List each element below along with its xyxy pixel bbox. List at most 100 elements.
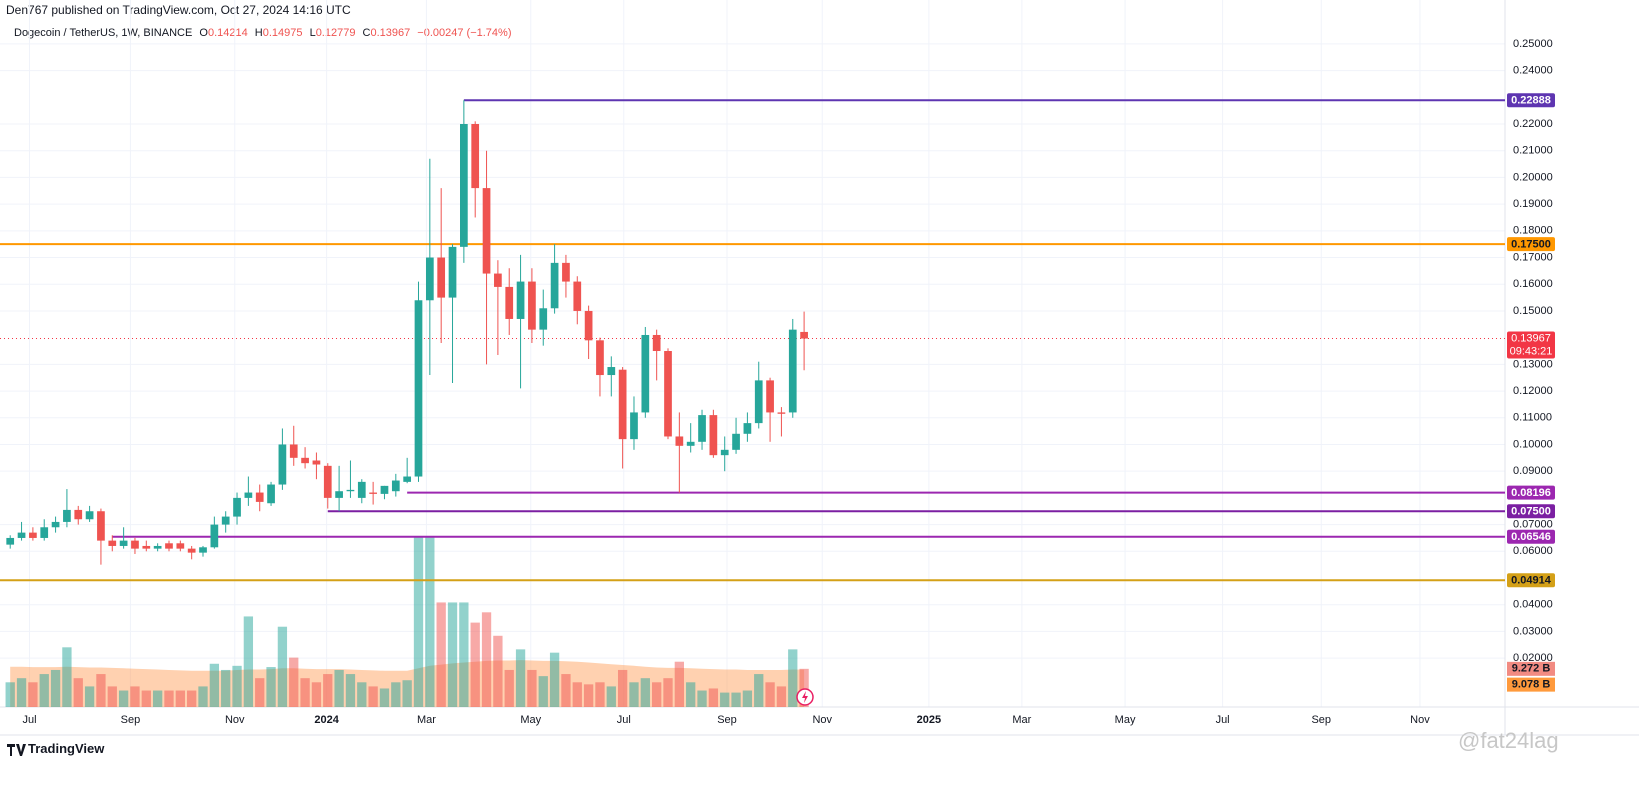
candle-body (448, 246, 457, 298)
volume-label: 9.078 B (1512, 679, 1551, 691)
volume-bar (606, 686, 616, 707)
volume-bar (447, 602, 458, 707)
candle-body (380, 485, 389, 494)
volume-bar (493, 635, 503, 707)
x-tick-label: May (1115, 714, 1136, 726)
y-tick-label: 0.22000 (1513, 118, 1553, 130)
candle-body (199, 547, 207, 553)
level-label-bg (1507, 237, 1555, 252)
candle-body (17, 532, 26, 538)
volume-bar (459, 602, 469, 707)
volume-bar (720, 692, 730, 707)
x-tick-label: Sep (121, 714, 141, 726)
y-tick-label: 0.21000 (1513, 145, 1553, 157)
candle-body (777, 412, 786, 414)
volume-bar (413, 536, 424, 707)
candle-body (301, 457, 309, 464)
level-label-bg (1507, 485, 1555, 500)
candle-body (403, 476, 412, 482)
candle-body (630, 412, 638, 440)
y-tick-label: 0.15000 (1513, 305, 1553, 317)
y-tick-label: 0.17000 (1513, 251, 1553, 263)
candle-body (539, 308, 548, 330)
level-label: 0.04914 (1511, 575, 1552, 587)
level-label: 0.17500 (1511, 239, 1551, 251)
volume-bar (243, 616, 254, 707)
y-tick-label: 0.20000 (1513, 171, 1553, 183)
volume-bar (652, 682, 662, 707)
candle-body (425, 257, 434, 301)
x-tick-label: 2025 (917, 714, 941, 726)
volume-bar (96, 674, 106, 707)
volume-bar (402, 680, 412, 707)
candle-body (187, 548, 196, 553)
flash-icon-bolt (802, 691, 808, 703)
y-tick-label: 0.13000 (1513, 358, 1553, 370)
candle-body (357, 481, 366, 498)
candle-body (675, 436, 684, 446)
volume-bar (436, 602, 446, 707)
candle-body (142, 545, 151, 549)
candle-body (596, 340, 604, 376)
volume-bar (345, 674, 356, 707)
volume-bar (731, 692, 741, 707)
last-price-bg (1507, 331, 1555, 359)
y-tick-label: 0.11000 (1513, 412, 1552, 424)
volume-bar (391, 682, 401, 707)
candle-body (482, 188, 491, 274)
candle-body (131, 540, 139, 549)
volume-bar (799, 668, 809, 707)
x-tick-label: Jul (617, 714, 631, 726)
volume-bar (141, 690, 151, 707)
candle-body (221, 516, 230, 525)
candle-body (369, 492, 377, 494)
candle-body (391, 480, 400, 492)
candle-body (732, 433, 740, 450)
y-tick-label: 0.25000 (1513, 38, 1553, 50)
candle-body (85, 511, 94, 520)
symbol-legend: Dogecoin / TetherUS, 1W, BINANCE O0.1421… (14, 27, 511, 39)
volume-bar (16, 678, 27, 707)
volume-bar (538, 676, 548, 707)
candle-body (6, 537, 15, 545)
watermark: @fat24lag (1458, 728, 1559, 753)
x-tick-label: Nov (1410, 714, 1430, 726)
volume-bar (515, 649, 526, 707)
candle-body (255, 492, 264, 502)
volume-bar (357, 682, 367, 707)
x-tick-label: 2024 (314, 714, 339, 726)
candle-body (414, 300, 423, 477)
volume-bar (255, 678, 265, 707)
candle-body (119, 540, 128, 546)
volume-bar (323, 674, 333, 707)
volume-bar (50, 669, 61, 707)
brand: TradingView (28, 741, 105, 756)
candle-body (40, 527, 49, 538)
candle-body (686, 441, 695, 446)
candle-body (664, 351, 672, 437)
x-tick-label: Mar (1012, 714, 1031, 726)
volume-bar (28, 682, 38, 707)
volume-bar (640, 678, 650, 707)
volume-bar (765, 682, 775, 707)
volume-bar (311, 682, 322, 707)
candle-body (505, 286, 514, 319)
volume-bar (686, 682, 696, 707)
volume-bar (708, 688, 719, 707)
volume-bar (221, 669, 231, 707)
volume-label-bg (1507, 661, 1555, 676)
volume-bar (152, 690, 163, 707)
volume-label: 9.272 B (1512, 663, 1551, 675)
level-label-bg (1507, 504, 1555, 519)
candle-body (800, 331, 808, 339)
y-tick-label: 0.02000 (1513, 652, 1553, 664)
candle-body (97, 511, 105, 541)
volume-bar (300, 678, 310, 707)
volume-bar (379, 688, 390, 707)
volume-bar (334, 669, 344, 707)
candle-body (743, 423, 752, 434)
high-label: H (254, 27, 263, 39)
y-tick-label: 0.19000 (1513, 198, 1553, 210)
low-value: 0.12779 (315, 27, 356, 39)
high-value: 0.14975 (262, 27, 303, 39)
